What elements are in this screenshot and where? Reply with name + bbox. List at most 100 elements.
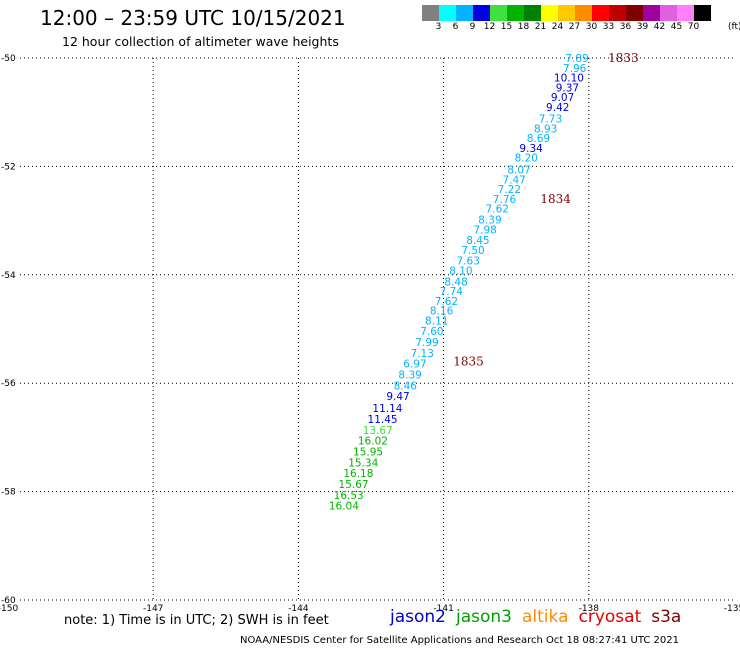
x-tick-label: -150 bbox=[0, 604, 18, 614]
swh-value-label: 9.07 bbox=[551, 92, 574, 104]
swh-value-label: 8.46 bbox=[394, 380, 418, 392]
x-tick-label: -141 bbox=[433, 604, 453, 614]
y-tick-label: -58 bbox=[1, 488, 16, 498]
satellite-legend: jason2 jason3 altika cryosat s3a bbox=[390, 607, 691, 627]
swh-value-label: 16.02 bbox=[358, 436, 388, 448]
color-scale-label: 24 bbox=[551, 22, 564, 32]
swh-value-label: 7.89 bbox=[565, 53, 588, 65]
color-scale-swatch bbox=[422, 5, 439, 21]
swh-value-label: 8.11 bbox=[425, 315, 448, 327]
swh-value-label: 7.22 bbox=[498, 184, 521, 196]
swh-value-label: 8.45 bbox=[466, 235, 489, 247]
x-tick-label: -135 bbox=[724, 604, 740, 614]
color-scale-label: 27 bbox=[568, 22, 581, 32]
x-tick-label: -144 bbox=[288, 604, 309, 614]
color-scale-swatch bbox=[677, 5, 694, 21]
swh-value-label: 8.48 bbox=[444, 276, 467, 288]
color-scale-label: 18 bbox=[517, 22, 530, 32]
swh-value-label: 16.04 bbox=[329, 501, 359, 513]
swh-value-label: 7.73 bbox=[539, 114, 562, 126]
color-scale-swatch bbox=[575, 5, 592, 21]
swh-value-label: 7.47 bbox=[502, 174, 525, 186]
color-scale bbox=[422, 5, 711, 21]
chart-note: note: 1) Time is in UTC; 2) SWH is in fe… bbox=[64, 613, 329, 628]
color-scale-label: 30 bbox=[585, 22, 598, 32]
swh-value-label: 8.69 bbox=[527, 133, 550, 145]
color-scale-label: 6 bbox=[452, 22, 459, 32]
swh-value-label: 7.74 bbox=[440, 286, 464, 298]
swh-value-label: 8.10 bbox=[449, 265, 472, 277]
swh-value-label: 7.99 bbox=[415, 337, 438, 349]
x-tick-label: -138 bbox=[579, 604, 600, 614]
legend-item-cryosat: cryosat bbox=[578, 607, 642, 627]
color-scale-label: 70 bbox=[687, 22, 700, 32]
legend-item-s3a: s3a bbox=[651, 607, 682, 627]
swh-value-label: 9.37 bbox=[556, 82, 579, 94]
swh-value-label: 7.62 bbox=[486, 204, 509, 216]
color-scale-label: 33 bbox=[602, 22, 615, 32]
swh-value-label: 7.98 bbox=[473, 224, 496, 236]
swh-value-label: 7.50 bbox=[461, 245, 484, 257]
swh-value-label: 7.96 bbox=[563, 63, 587, 75]
time-label: 1835 bbox=[453, 355, 484, 369]
color-scale-label: 9 bbox=[469, 22, 476, 32]
swh-value-label: 8.16 bbox=[430, 306, 454, 318]
page-subtitle: 12 hour collection of altimeter wave hei… bbox=[62, 34, 339, 49]
color-scale-swatch bbox=[609, 5, 626, 21]
y-tick-label: -54 bbox=[1, 271, 16, 281]
swh-value-label: 8.39 bbox=[478, 215, 501, 227]
swh-value-label: 7.63 bbox=[457, 256, 480, 268]
color-scale-swatch bbox=[643, 5, 660, 21]
color-scale-label: 45 bbox=[670, 22, 683, 32]
x-tick-label: -147 bbox=[143, 604, 163, 614]
swh-value-label: 16.18 bbox=[343, 468, 373, 480]
swh-value-label: 11.14 bbox=[372, 403, 402, 415]
color-scale-swatch bbox=[507, 5, 524, 21]
swh-value-label: 8.39 bbox=[398, 370, 421, 382]
time-label: 1834 bbox=[540, 192, 571, 206]
color-scale-swatch bbox=[592, 5, 609, 21]
color-scale-swatch bbox=[558, 5, 575, 21]
color-scale-label: 42 bbox=[653, 22, 666, 32]
color-scale-swatch bbox=[626, 5, 643, 21]
legend-item-jason2: jason2 bbox=[390, 607, 446, 627]
swh-value-label: 9.47 bbox=[386, 391, 409, 403]
color-scale-swatch bbox=[439, 5, 456, 21]
y-tick-label: -56 bbox=[1, 379, 16, 389]
color-scale-swatch bbox=[541, 5, 558, 21]
color-scale-label: 36 bbox=[619, 22, 632, 32]
swh-value-label: 7.13 bbox=[411, 348, 434, 360]
color-scale-label: 3 bbox=[435, 22, 442, 32]
color-scale-unit: (ft) bbox=[728, 22, 740, 32]
y-tick-label: -52 bbox=[1, 162, 16, 172]
color-scale-swatch bbox=[524, 5, 541, 21]
legend-item-jason3: jason3 bbox=[456, 607, 512, 627]
y-tick-label: -60 bbox=[1, 596, 16, 606]
swh-value-label: 8.20 bbox=[515, 153, 538, 165]
swh-value-label: 13.67 bbox=[363, 425, 393, 437]
swh-value-label: 7.60 bbox=[420, 326, 443, 338]
swh-value-label: 10.10 bbox=[554, 73, 584, 85]
color-scale-swatch bbox=[456, 5, 473, 21]
swh-value-label: 8.93 bbox=[534, 123, 557, 135]
color-scale-swatch bbox=[490, 5, 507, 21]
swh-value-label: 9.34 bbox=[519, 143, 543, 155]
swh-value-label: 7.62 bbox=[435, 296, 458, 308]
time-label: 1833 bbox=[608, 51, 639, 65]
color-scale-label: 21 bbox=[534, 22, 547, 32]
color-scale-label: 39 bbox=[636, 22, 649, 32]
legend-item-altika: altika bbox=[522, 607, 569, 627]
swh-value-label: 15.67 bbox=[339, 479, 369, 491]
color-scale-label: 15 bbox=[500, 22, 513, 32]
swh-value-label: 8.07 bbox=[507, 165, 530, 177]
swh-value-label: 15.95 bbox=[353, 446, 383, 458]
color-scale-swatch bbox=[660, 5, 677, 21]
swh-value-label: 16.53 bbox=[334, 490, 364, 502]
color-scale-label: 12 bbox=[483, 22, 496, 32]
color-scale-swatch bbox=[694, 5, 711, 21]
swh-value-label: 7.76 bbox=[493, 194, 517, 206]
footer-credit: NOAA/NESDIS Center for Satellite Applica… bbox=[240, 635, 679, 646]
color-scale-swatch bbox=[473, 5, 490, 21]
swh-value-label: 9.42 bbox=[546, 102, 569, 114]
